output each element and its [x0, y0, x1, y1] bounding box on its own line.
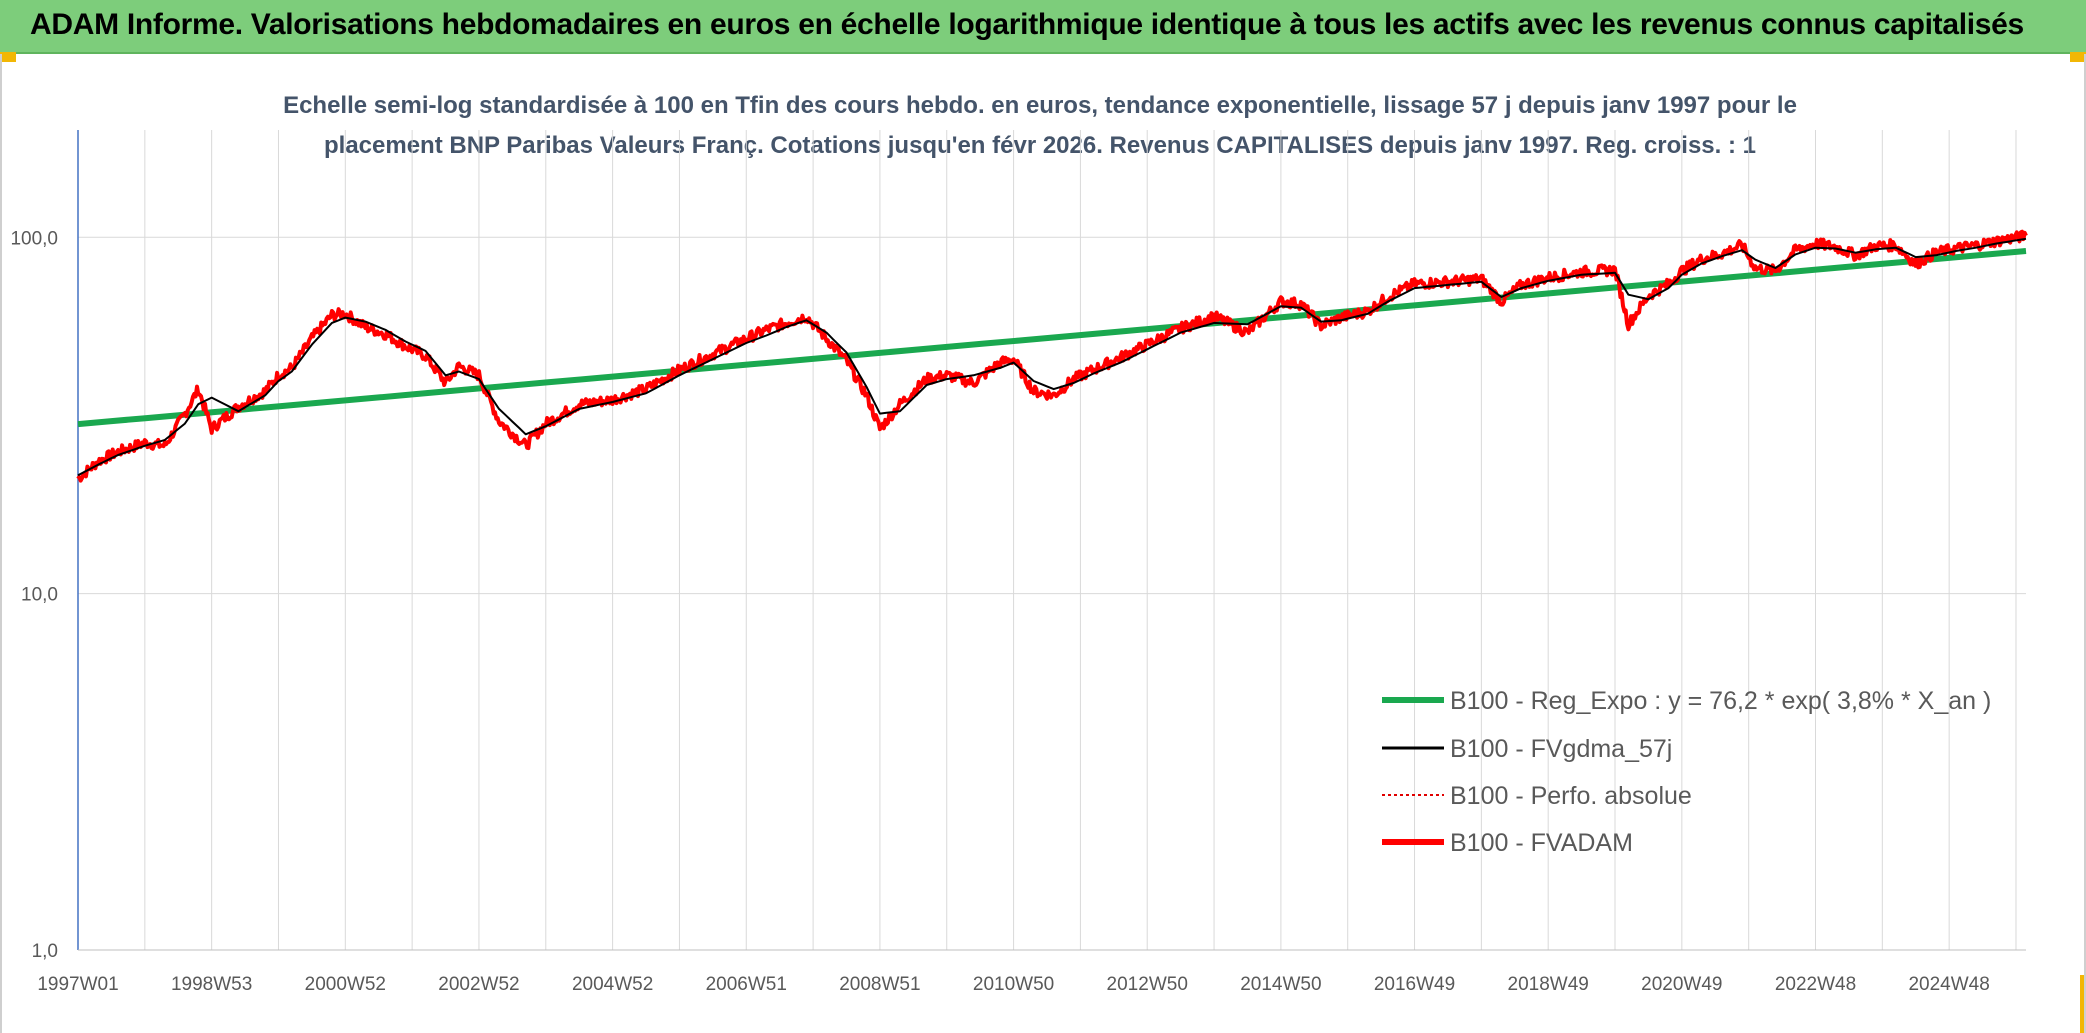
x-tick-label: 2000W52	[305, 974, 386, 995]
chart-subtitle: Echelle semi-log standardisée à 100 en T…	[160, 86, 1920, 166]
x-tick-label: 2008W51	[839, 974, 920, 995]
x-tick-label: 2010W50	[973, 974, 1054, 995]
banner-title: ADAM Informe. Valorisations hebdomadaire…	[30, 8, 2024, 41]
y-tick-label: 1,0	[32, 941, 58, 962]
chart-subtitle-line-1: Echelle semi-log standardisée à 100 en T…	[283, 92, 1797, 119]
legend-label: B100 - FVgdma_57j	[1450, 735, 1672, 763]
y-tick-label: 10,0	[21, 585, 58, 606]
corner-marker-top-left	[0, 52, 16, 62]
x-tick-label: 2024W48	[1908, 974, 1989, 995]
series-line-fvgdma	[77, 237, 2027, 477]
legend-label: B100 - FVADAM	[1450, 829, 1633, 857]
title-banner: ADAM Informe. Valorisations hebdomadaire…	[0, 0, 2086, 54]
x-tick-label: 2004W52	[572, 974, 653, 995]
x-tick-label: 2016W49	[1374, 974, 1455, 995]
chart-frame	[0, 54, 2086, 1033]
x-tick-label: 2012W50	[1107, 974, 1188, 995]
x-tick-label: 2014W50	[1240, 974, 1321, 995]
x-tick-label: 1997W01	[37, 974, 118, 995]
x-tick-label: 1998W53	[171, 974, 252, 995]
x-tick-label: 2006W51	[706, 974, 787, 995]
x-tick-label: 2018W49	[1508, 974, 1589, 995]
corner-marker-top-right	[2070, 52, 2086, 62]
legend-label: B100 - Reg_Expo : y = 76,2 * exp( 3,8% *…	[1450, 687, 1991, 715]
series-layer	[76, 229, 2028, 483]
legend: B100 - Reg_Expo : y = 76,2 * exp( 3,8% *…	[1382, 687, 1991, 857]
x-tick-label: 2002W52	[438, 974, 519, 995]
series-line-reg-expo	[77, 248, 2027, 428]
chart-subtitle-line-2: placement BNP Paribas Valeurs Franç. Cot…	[324, 132, 1756, 159]
series-line-fvadam	[76, 229, 2028, 483]
x-tick-label: 2022W48	[1775, 974, 1856, 995]
axes: 1,0 10,0 100,0 1997W01 1998W53 2000W52 2002W52…	[10, 130, 2026, 995]
legend-label: B100 - Perfo. absolue	[1450, 782, 1692, 810]
y-tick-label: 100,0	[10, 228, 58, 249]
corner-marker-bottom-right	[2080, 975, 2086, 1033]
x-tick-label: 2020W49	[1641, 974, 1722, 995]
